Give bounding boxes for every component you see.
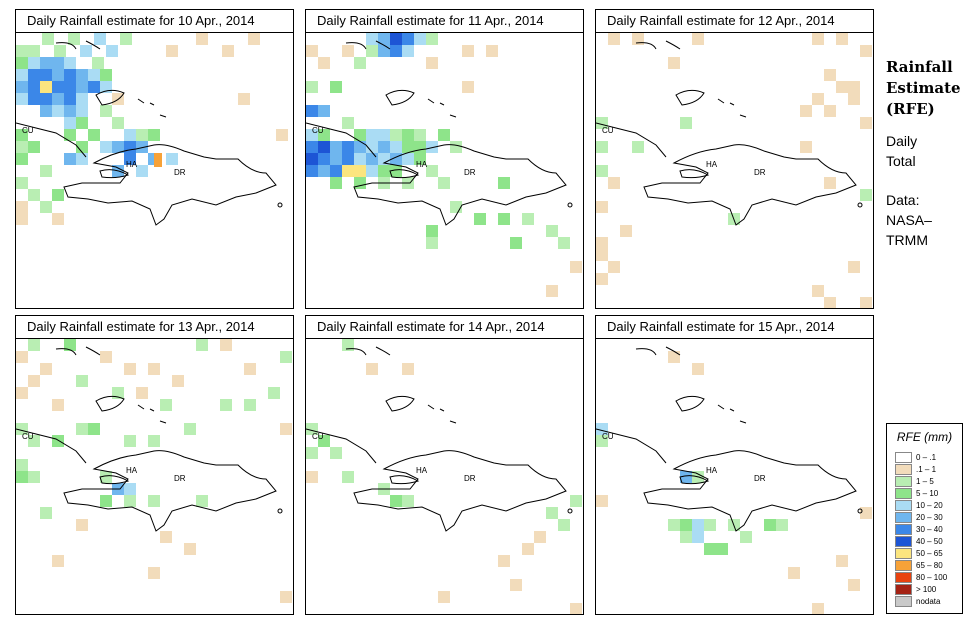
legend-label: 20 – 30: [916, 513, 943, 522]
legend-label: 40 – 50: [916, 537, 943, 546]
legend-swatch: [895, 524, 912, 535]
legend-swatch: [895, 584, 912, 595]
coastlines: [306, 40, 573, 226]
label-cuba: CU: [602, 126, 614, 135]
label-haiti: HA: [416, 160, 428, 169]
legend-item: 50 – 65: [895, 548, 961, 559]
legend-swatch: [895, 464, 912, 475]
panel-title: Daily Rainfall estimate for 10 Apr., 201…: [15, 9, 294, 33]
panel-title: Daily Rainfall estimate for 11 Apr., 201…: [305, 9, 584, 33]
label-dominican-republic: DR: [464, 474, 476, 483]
label-cuba: CU: [22, 432, 34, 441]
label-haiti: HA: [706, 160, 718, 169]
label-dominican-republic: DR: [174, 168, 186, 177]
rainfall-cells: [16, 33, 288, 225]
label-cuba: CU: [312, 432, 324, 441]
coastlines: [596, 346, 863, 532]
label-dominican-republic: DR: [754, 474, 766, 483]
coastlines: [306, 346, 573, 532]
legend-item: nodata: [895, 596, 961, 607]
legend-item: 30 – 40: [895, 524, 961, 535]
legend-swatch: [895, 512, 912, 523]
rainfall-cells: [16, 339, 292, 603]
product-title-line: (RFE): [886, 100, 935, 118]
period-label-line: Daily: [886, 133, 918, 149]
legend-label: 1 – 5: [916, 477, 934, 486]
rainfall-cells: [306, 33, 582, 297]
product-title-line: Rainfall: [886, 58, 953, 76]
legend-item: > 100: [895, 584, 961, 595]
label-haiti: HA: [706, 466, 718, 475]
rainfall-cells: [596, 351, 872, 614]
coastlines: [16, 40, 283, 226]
label-haiti: HA: [416, 466, 428, 475]
legend-title: RFE (mm): [896, 430, 953, 444]
product-title-line: Estimate: [886, 79, 961, 97]
legend-label: 10 – 20: [916, 501, 943, 510]
legend-label: 50 – 65: [916, 549, 943, 558]
legend-label: nodata: [916, 597, 941, 606]
legend-label: 65 – 80: [916, 561, 943, 570]
data-source: Data: NASA– TRMM: [886, 190, 968, 250]
label-haiti: HA: [126, 160, 138, 169]
rainfall-legend: RFE (mm) 0 – .1 .1 – 1 1 – 5 5 – 10 10 – 20 2…: [886, 423, 963, 614]
legend-label: 5 – 10: [916, 489, 939, 498]
label-cuba: CU: [312, 126, 324, 135]
legend-swatch: [895, 488, 912, 499]
legend-swatch: [895, 548, 912, 559]
label-cuba: CU: [602, 432, 614, 441]
label-cuba: CU: [22, 126, 34, 135]
legend-label: 0 – .1: [916, 453, 937, 462]
legend-swatch: [895, 536, 912, 547]
rainfall-map: CU HA DR: [15, 32, 294, 309]
rainfall-map: CU HA DR: [595, 338, 874, 615]
period-label-line: Total: [886, 153, 916, 169]
data-source-line: NASA–: [886, 212, 932, 228]
rainfall-map: CU HA DR: [15, 338, 294, 615]
label-haiti: HA: [126, 466, 138, 475]
label-dominican-republic: DR: [174, 474, 186, 483]
legend-label: 30 – 40: [916, 525, 943, 534]
legend-item: 65 – 80: [895, 560, 961, 571]
rainfall-cells: [596, 33, 872, 308]
legend-item: 0 – .1: [895, 452, 961, 463]
legend-item: 1 – 5: [895, 476, 961, 487]
legend-item: 10 – 20: [895, 500, 961, 511]
panel-title: Daily Rainfall estimate for 13 Apr., 201…: [15, 315, 294, 339]
panel-title: Daily Rainfall estimate for 14 Apr., 201…: [305, 315, 584, 339]
data-source-line: Data:: [886, 192, 920, 208]
label-dominican-republic: DR: [754, 168, 766, 177]
legend-swatch: [895, 476, 912, 487]
product-title: Rainfall Estimate (RFE): [886, 57, 968, 120]
panel-title: Daily Rainfall estimate for 12 Apr., 201…: [595, 9, 874, 33]
legend-item: 5 – 10: [895, 488, 961, 499]
legend-label: 80 – 100: [916, 573, 948, 582]
legend-swatch: [895, 596, 912, 607]
legend-label: .1 – 1: [916, 465, 937, 474]
coastlines: [16, 346, 283, 532]
legend-item: 40 – 50: [895, 536, 961, 547]
legend-swatch: [895, 500, 912, 511]
legend-item: 80 – 100: [895, 572, 961, 583]
coastlines: [596, 40, 863, 226]
legend-swatch: [895, 560, 912, 571]
data-source-line: TRMM: [886, 232, 928, 248]
rainfall-map: CU HA DR: [595, 32, 874, 309]
legend-label: > 100: [916, 585, 937, 594]
panel-title: Daily Rainfall estimate for 15 Apr., 201…: [595, 315, 874, 339]
period-label: Daily Total: [886, 131, 968, 171]
rainfall-cells: [306, 339, 582, 614]
legend-swatch: [895, 572, 912, 583]
legend-swatch: [895, 452, 912, 463]
rainfall-map: CU HA DR: [305, 338, 584, 615]
label-dominican-republic: DR: [464, 168, 476, 177]
rainfall-map: CU HA DR: [305, 32, 584, 309]
legend-item: 20 – 30: [895, 512, 961, 523]
legend-item: .1 – 1: [895, 464, 961, 475]
